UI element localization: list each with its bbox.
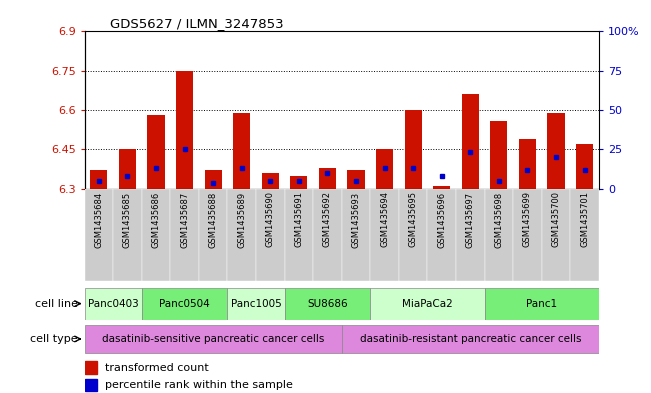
Text: GSM1435687: GSM1435687 — [180, 191, 189, 248]
Bar — [148, 115, 165, 189]
Text: GDS5627 / ILMN_3247853: GDS5627 / ILMN_3247853 — [111, 17, 284, 30]
Bar — [90, 170, 107, 189]
Bar — [456, 189, 484, 281]
Text: transformed count: transformed count — [105, 362, 209, 373]
Bar — [348, 170, 365, 189]
Bar — [204, 170, 222, 189]
Bar — [256, 189, 284, 281]
Text: MiaPaCa2: MiaPaCa2 — [402, 299, 453, 309]
Bar — [142, 189, 171, 281]
Text: GSM1435700: GSM1435700 — [551, 191, 561, 248]
Bar — [370, 288, 484, 320]
Text: GSM1435698: GSM1435698 — [494, 191, 503, 248]
Text: dasatinib-sensitive pancreatic cancer cells: dasatinib-sensitive pancreatic cancer ce… — [102, 334, 324, 344]
Text: GSM1435699: GSM1435699 — [523, 191, 532, 248]
Bar — [405, 110, 422, 189]
Bar — [171, 189, 199, 281]
Bar — [290, 176, 307, 189]
Text: GSM1435691: GSM1435691 — [294, 191, 303, 248]
Bar — [119, 149, 136, 189]
Bar — [428, 189, 456, 281]
Bar — [176, 71, 193, 189]
Text: Panc1: Panc1 — [526, 299, 557, 309]
Bar — [376, 149, 393, 189]
Bar — [342, 325, 599, 353]
Text: GSM1435690: GSM1435690 — [266, 191, 275, 248]
Text: GSM1435684: GSM1435684 — [94, 191, 104, 248]
Bar — [370, 189, 399, 281]
Bar — [284, 288, 370, 320]
Bar — [113, 189, 142, 281]
Bar — [233, 113, 251, 189]
Bar — [85, 288, 142, 320]
Text: GSM1435685: GSM1435685 — [123, 191, 132, 248]
Bar — [342, 189, 370, 281]
Bar — [85, 361, 98, 373]
Bar — [433, 186, 450, 189]
Bar — [462, 94, 479, 189]
Text: GSM1435689: GSM1435689 — [237, 191, 246, 248]
Text: Panc1005: Panc1005 — [230, 299, 281, 309]
Bar — [85, 325, 342, 353]
Bar — [542, 189, 570, 281]
Bar — [319, 168, 336, 189]
Bar — [513, 189, 542, 281]
Bar — [284, 189, 313, 281]
Bar — [85, 189, 113, 281]
Bar — [85, 379, 98, 391]
Text: GSM1435694: GSM1435694 — [380, 191, 389, 248]
Text: GSM1435697: GSM1435697 — [466, 191, 475, 248]
Bar — [576, 144, 593, 189]
Bar — [262, 173, 279, 189]
Bar — [142, 288, 227, 320]
Bar — [547, 113, 564, 189]
Text: percentile rank within the sample: percentile rank within the sample — [105, 380, 293, 390]
Bar — [484, 288, 599, 320]
Bar — [519, 139, 536, 189]
Bar — [570, 189, 599, 281]
Text: GSM1435692: GSM1435692 — [323, 191, 332, 248]
Bar — [199, 189, 227, 281]
Text: GSM1435701: GSM1435701 — [580, 191, 589, 248]
Bar — [313, 189, 342, 281]
Bar — [227, 189, 256, 281]
Bar — [399, 189, 428, 281]
Text: GSM1435696: GSM1435696 — [437, 191, 447, 248]
Text: GSM1435695: GSM1435695 — [409, 191, 418, 248]
Text: dasatinib-resistant pancreatic cancer cells: dasatinib-resistant pancreatic cancer ce… — [359, 334, 581, 344]
Text: Panc0403: Panc0403 — [88, 299, 139, 309]
Bar — [490, 121, 508, 189]
Text: GSM1435693: GSM1435693 — [352, 191, 361, 248]
Text: SU8686: SU8686 — [307, 299, 348, 309]
Text: GSM1435686: GSM1435686 — [152, 191, 161, 248]
Text: Panc0504: Panc0504 — [159, 299, 210, 309]
Bar — [227, 288, 284, 320]
Text: cell line: cell line — [35, 299, 78, 309]
Bar — [484, 189, 513, 281]
Text: GSM1435688: GSM1435688 — [209, 191, 217, 248]
Text: cell type: cell type — [31, 334, 78, 344]
